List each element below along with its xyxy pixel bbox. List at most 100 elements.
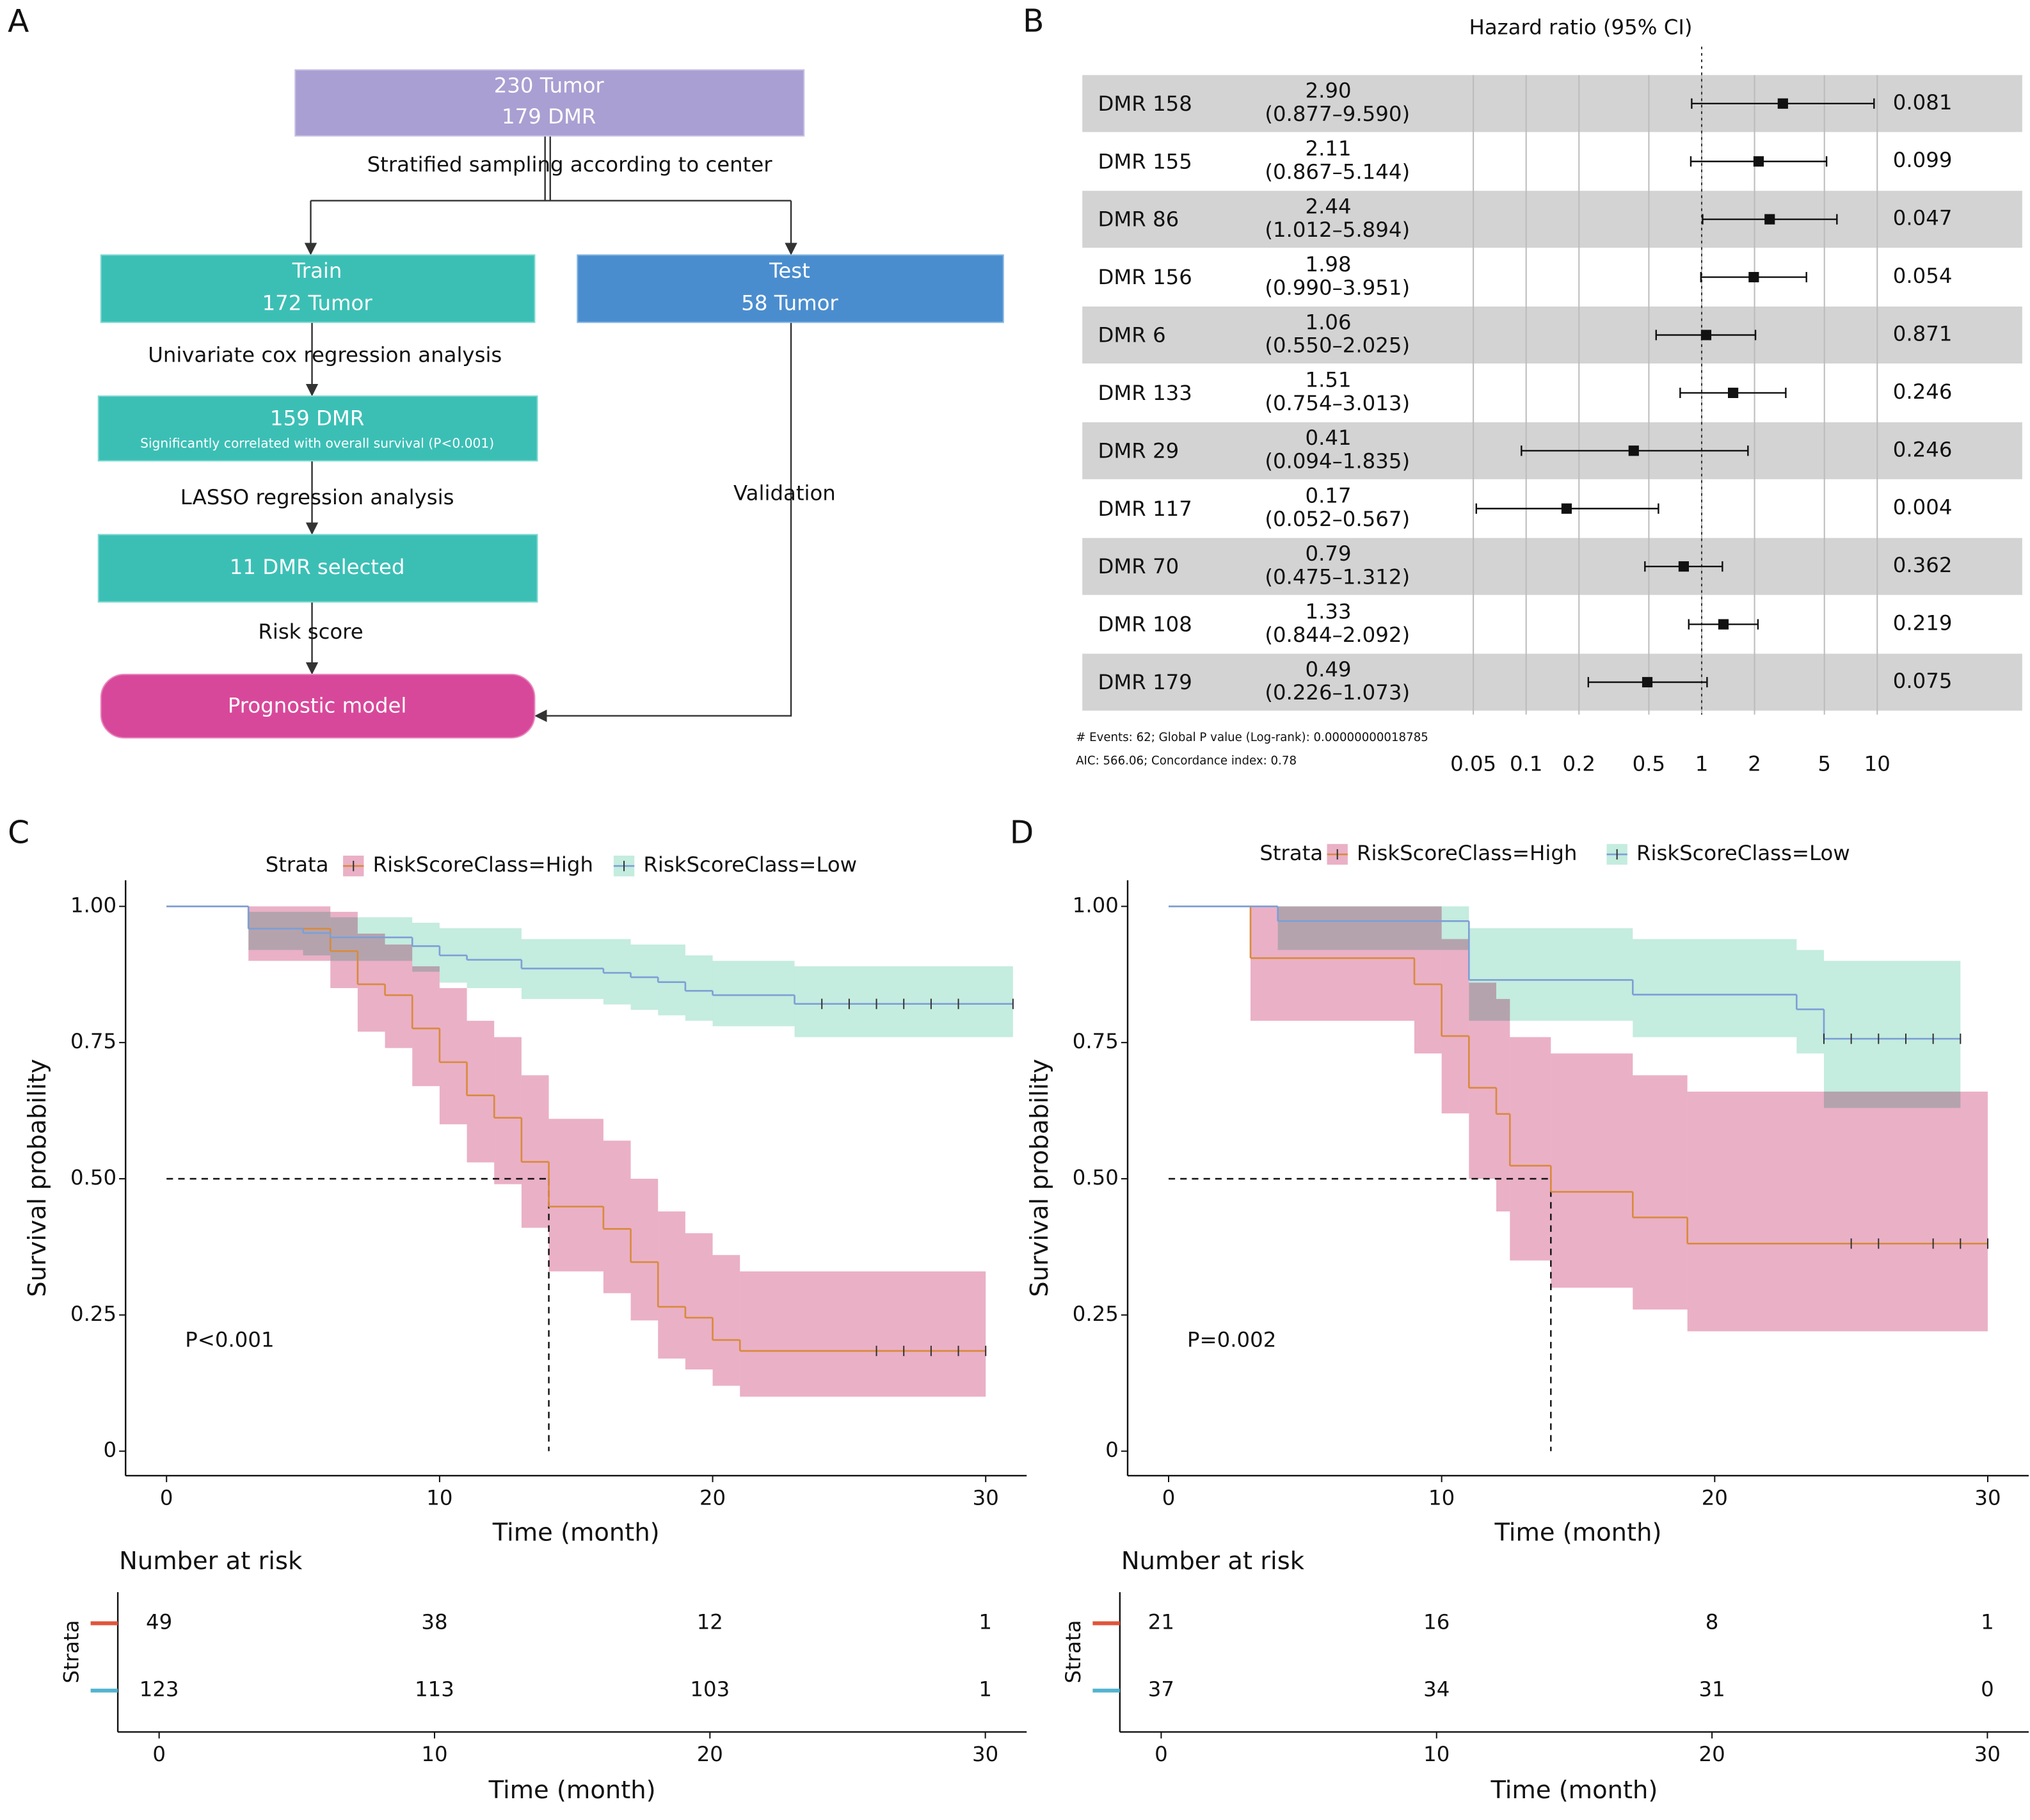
ci-band [658, 1211, 685, 1359]
hr-point [1748, 271, 1759, 283]
risk-x-tick-label: 30 [1974, 1742, 2001, 1766]
node-text: Train [292, 259, 342, 283]
x-tick-label: 0.1 [1510, 751, 1542, 776]
ci-label: (0.475–1.312) [1265, 564, 1410, 589]
risk-count: 103 [690, 1677, 730, 1702]
ci-band [1277, 906, 1469, 950]
ci-label: (0.550–2.025) [1265, 333, 1410, 358]
y-axis-title: Survival probability [23, 1059, 52, 1297]
risk-x-tick-label: 0 [1155, 1742, 1168, 1766]
legend-label: RiskScoreClass=High [1357, 841, 1577, 865]
node-text: 179 DMR [502, 104, 596, 129]
risk-ylabel: Strata [1061, 1620, 1085, 1684]
p-value: 0.054 [1893, 264, 1953, 288]
ci-band [1633, 1075, 1688, 1310]
row-band [1082, 653, 2022, 711]
ci-band [248, 911, 303, 950]
panel-label: B [1023, 3, 1044, 39]
risk-count: 1 [979, 1677, 992, 1702]
y-tick-label: 0.50 [70, 1165, 116, 1190]
ci-band [603, 939, 631, 1005]
ci-label: (0.052–0.567) [1265, 507, 1410, 531]
row-label: DMR 86 [1098, 207, 1179, 232]
ci-band [330, 917, 413, 961]
row-label: DMR 156 [1098, 265, 1192, 289]
p-value: 0.246 [1893, 379, 1953, 404]
hr-point [1561, 503, 1572, 514]
x-tick-label: 30 [1974, 1485, 2001, 1510]
ci-band [412, 922, 440, 972]
hr-label: 1.98 [1306, 252, 1352, 276]
hr-point [1642, 676, 1653, 688]
node-text: Significantly correlated with overall su… [140, 435, 494, 451]
flow-node [294, 69, 805, 137]
ci-band [439, 988, 467, 1124]
ci-band [1551, 1053, 1633, 1288]
ci-band [1796, 950, 1824, 1054]
edge-label: Univariate cox regression analysis [148, 342, 502, 367]
ci-label: (0.094–1.835) [1265, 449, 1410, 474]
node-text: 159 DMR [270, 406, 364, 430]
ci-label: (0.226–1.073) [1265, 680, 1410, 705]
x-tick-label: 10 [426, 1485, 452, 1510]
ci-band [1510, 1037, 1551, 1261]
legend-title: Strata [266, 852, 329, 877]
node-text: 11 DMR selected [230, 555, 405, 579]
ci-band [1441, 939, 1469, 1114]
footnote: AIC: 566.06; Concordance index: 0.78 [1076, 754, 1297, 767]
annotation: P<0.001 [185, 1328, 274, 1352]
ci-band [658, 944, 685, 1016]
node-text: 230 Tumor [494, 74, 605, 98]
ci-band [1823, 961, 1961, 1108]
edge-label: Risk score [258, 619, 363, 644]
x-tick-label: 0 [1162, 1485, 1176, 1510]
panel-label: C [8, 815, 29, 851]
row-band [1082, 538, 2022, 595]
y-axis-title: Survival probability [1025, 1059, 1054, 1297]
hr-label: 0.79 [1306, 541, 1352, 566]
ci-band [685, 1233, 713, 1369]
x-tick-label: 0.5 [1633, 751, 1665, 776]
flow-node [100, 673, 536, 738]
hr-label: 0.49 [1306, 657, 1352, 682]
edge-label: Stratified sampling according to center [367, 152, 773, 177]
hr-point [1628, 445, 1639, 456]
y-tick-label: 0.75 [1073, 1029, 1119, 1053]
forest-title: Hazard ratio (95% CI) [1469, 15, 1693, 40]
hr-label: 1.06 [1306, 310, 1352, 334]
risk-count: 49 [146, 1610, 172, 1634]
flowchart [304, 136, 797, 722]
hr-label: 2.44 [1306, 194, 1352, 218]
row-label: DMR 6 [1098, 323, 1165, 347]
row-label: DMR 179 [1098, 670, 1192, 694]
p-value: 0.362 [1893, 553, 1953, 577]
p-value: 0.047 [1893, 206, 1953, 230]
risk-title: Number at risk [119, 1547, 303, 1576]
risk-count: 1 [1981, 1610, 1994, 1634]
node-text: Test [769, 259, 810, 283]
edge-label: Validation [733, 481, 836, 506]
p-value: 0.099 [1893, 148, 1953, 172]
ci-band [740, 1271, 986, 1397]
hr-point [1764, 214, 1775, 225]
ci-band [712, 1255, 740, 1386]
p-value: 0.871 [1893, 321, 1953, 346]
y-tick-label: 1.00 [1073, 893, 1119, 917]
risk-ylabel: Strata [59, 1620, 83, 1684]
panel-label: D [1010, 815, 1034, 851]
node-text: 172 Tumor [262, 291, 373, 315]
hr-label: 0.17 [1306, 484, 1352, 508]
risk-count: 123 [140, 1677, 179, 1702]
ci-band [1496, 999, 1510, 1212]
flow-node [100, 254, 536, 323]
ci-label: (0.844–2.092) [1265, 623, 1410, 647]
y-tick-label: 0 [103, 1438, 116, 1462]
ci-band [521, 1075, 549, 1228]
p-value: 0.246 [1893, 437, 1953, 461]
x-tick-label: 5 [1818, 751, 1831, 776]
row-band [1082, 306, 2022, 363]
row-band [1082, 191, 2022, 248]
row-label: DMR 155 [1098, 149, 1192, 173]
